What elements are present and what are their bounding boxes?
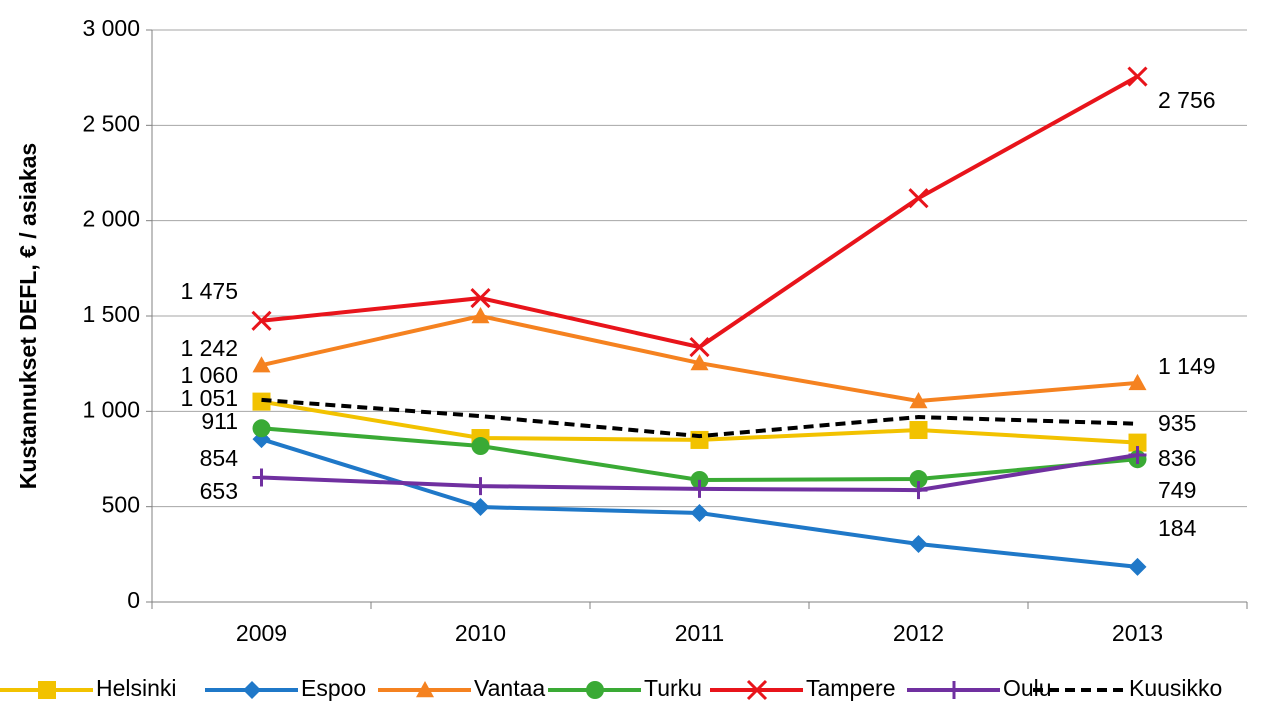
legend-label: Turku [644,675,702,701]
data-label: 2 756 [1158,87,1216,113]
legend-label: Espoo [301,675,366,701]
legend-label: Tampere [806,675,895,701]
marker [689,337,710,358]
y-axis-label: Kustannukset DEFL, € / asiakas [15,143,41,489]
marker [471,307,490,324]
marker [38,681,56,699]
marker [690,479,709,498]
y-tick-label: 1 000 [82,396,140,422]
marker [586,681,604,699]
y-tick-label: 2 500 [82,110,140,136]
y-tick-label: 500 [102,492,140,518]
marker [251,310,272,331]
legend-item: Turku [548,675,702,701]
marker [909,392,928,409]
legend-item: Oulu [907,675,1052,701]
marker [909,481,928,500]
data-label: 911 [201,408,238,434]
marker [1128,373,1147,391]
line [261,397,1138,439]
legend-label: Vantaa [474,675,545,701]
marker [471,498,490,517]
marker [909,470,928,489]
x-tick-label: 2010 [455,620,506,646]
marker [471,437,490,456]
legend-item: Kuusikko [1033,675,1222,701]
data-label: 854 [200,445,239,471]
data-label: 836 [1158,445,1196,471]
marker [1128,557,1147,576]
data-label: 749 [1158,477,1196,503]
legend-label: Kuusikko [1129,675,1222,701]
marker [470,288,491,309]
marker [416,681,434,698]
data-label: 653 [200,478,238,504]
data-label: 1 242 [180,335,238,361]
legend-item: Tampere [710,675,895,701]
series [252,392,1147,452]
line [261,74,1139,350]
marker [243,681,261,699]
data-label: 1 149 [1158,353,1216,379]
y-tick-label: 2 000 [82,206,140,232]
y-tick-label: 1 500 [82,301,140,327]
series [261,397,1138,439]
y-tick-label: 0 [127,587,140,613]
marker [1127,66,1148,87]
marker [945,681,963,699]
x-tick-label: 2012 [893,620,944,646]
data-label: 184 [1158,515,1197,541]
legend-item: Vantaa [378,675,545,701]
marker [690,354,709,371]
marker [252,356,271,373]
series [252,307,1147,409]
series [252,430,1147,576]
x-tick-label: 2013 [1112,620,1163,646]
marker [746,679,768,701]
legend-item: Espoo [205,675,366,701]
line [260,437,1138,569]
marker [909,421,928,440]
series [251,66,1148,358]
marker [252,468,271,487]
marker [471,477,490,496]
data-label: 1 051 [180,385,238,411]
x-tick-label: 2009 [236,620,287,646]
series [252,445,1147,500]
marker [1128,433,1147,452]
marker [908,188,929,209]
legend-item: Helsinki [0,675,177,701]
legend-label: Oulu [1003,675,1052,701]
marker [909,535,928,554]
data-label: 935 [1158,410,1196,436]
marker [252,419,271,438]
y-tick-label: 3 000 [82,15,140,41]
legend-label: Helsinki [96,675,177,701]
x-tick-label: 2011 [675,620,724,646]
data-label: 1 475 [180,278,238,304]
marker [690,503,709,522]
marker [1128,445,1147,464]
data-label: 1 060 [180,362,238,388]
